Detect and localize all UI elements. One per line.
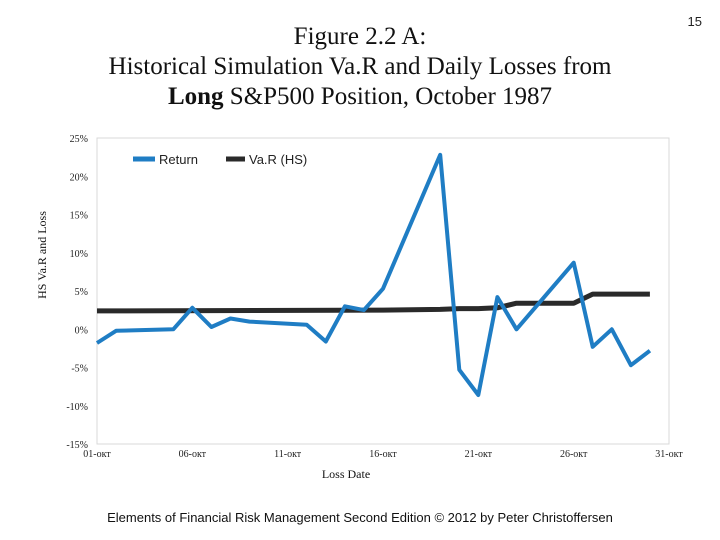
y-tick-label: -15% (66, 440, 88, 451)
x-tick-label: 11-окт (274, 449, 302, 460)
x-tick-label: 21-окт (465, 449, 493, 460)
title-line-1: Figure 2.2 A: (293, 23, 427, 50)
y-axis: 25% 20% 15% 10% 5% 0% -5% -10% -15% (66, 134, 88, 451)
y-tick-label: 25% (70, 134, 88, 145)
legend-label-return: Return (159, 152, 198, 167)
y-tick-label: 10% (70, 249, 88, 260)
y-tick-label: 15% (70, 211, 88, 222)
x-axis-label: Loss Date (322, 467, 370, 481)
chart-title: Figure 2.2 A: Historical Simulation Va.R… (0, 22, 720, 112)
y-tick-label: -5% (71, 364, 88, 375)
x-tick-label: 01-окт (83, 449, 111, 460)
series-line-return (95, 152, 652, 397)
x-axis: 01-окт 06-окт 11-окт 16-окт 21-окт 26-окт 31-о… (83, 449, 683, 460)
title-line-3-rest: S&P500 Position, October 1987 (223, 83, 553, 110)
y-tick-label: 5% (75, 287, 88, 298)
title-bold-word: Long (167, 83, 224, 110)
x-tick-label: 31-окт (655, 449, 683, 460)
y-axis-label: HS Va.R and Loss (35, 211, 49, 299)
y-tick-label: 0% (75, 325, 88, 336)
series-group (95, 152, 652, 397)
x-tick-label: 06-окт (179, 449, 207, 460)
y-tick-label: 20% (70, 172, 88, 183)
x-tick-label: 16-окт (369, 449, 397, 460)
title-line-3: Long S&P500 Position, October 1987 (0, 82, 720, 112)
title-line-2: Historical Simulation Va.R and Daily Los… (108, 53, 612, 80)
x-tick-label: 26-окт (560, 449, 588, 460)
legend-label-var: Va.R (HS) (249, 152, 307, 167)
page-number: 15 (687, 14, 702, 29)
y-tick-label: -10% (66, 402, 88, 413)
legend: Return Va.R (HS) (133, 152, 307, 167)
footer-credit: Elements of Financial Risk Management Se… (107, 510, 613, 525)
